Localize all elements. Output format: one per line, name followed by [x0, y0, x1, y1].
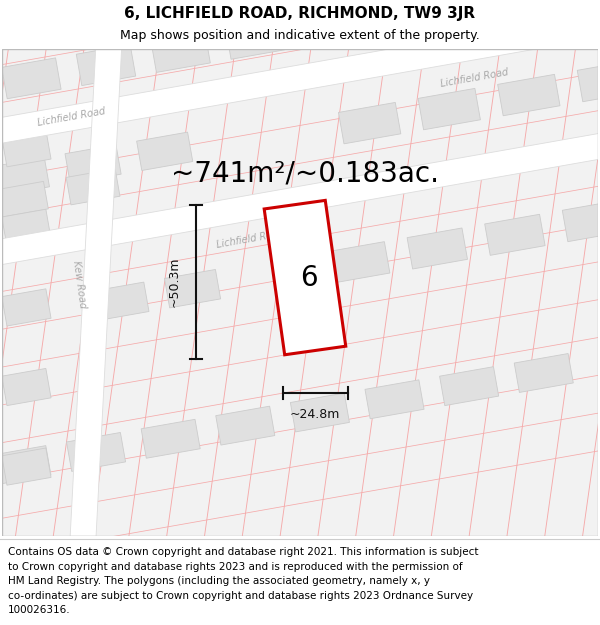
- Polygon shape: [440, 367, 499, 406]
- Polygon shape: [2, 448, 51, 485]
- Polygon shape: [0, 181, 49, 218]
- Polygon shape: [164, 269, 221, 308]
- Polygon shape: [329, 242, 390, 282]
- Polygon shape: [70, 49, 122, 536]
- Text: Contains OS data © Crown copyright and database right 2021. This information is : Contains OS data © Crown copyright and d…: [8, 547, 478, 557]
- Polygon shape: [67, 432, 125, 471]
- Polygon shape: [497, 74, 560, 116]
- Polygon shape: [2, 129, 51, 167]
- Polygon shape: [0, 158, 49, 196]
- Polygon shape: [264, 201, 346, 355]
- Polygon shape: [2, 289, 51, 326]
- Polygon shape: [524, 0, 583, 7]
- Polygon shape: [226, 18, 285, 59]
- Text: Kew Road: Kew Road: [71, 261, 88, 309]
- Text: to Crown copyright and database rights 2023 and is reproduced with the permissio: to Crown copyright and database rights 2…: [8, 561, 463, 571]
- Polygon shape: [290, 393, 349, 432]
- Text: Lichfield Road: Lichfield Road: [37, 106, 106, 128]
- Polygon shape: [0, 446, 51, 484]
- Polygon shape: [141, 419, 200, 458]
- Text: 6: 6: [300, 264, 318, 292]
- Polygon shape: [2, 58, 61, 99]
- Polygon shape: [2, 134, 598, 264]
- Text: Lichfield Road: Lichfield Road: [215, 228, 285, 250]
- Polygon shape: [93, 282, 149, 321]
- Text: Lichfield Road: Lichfield Road: [439, 67, 509, 89]
- Polygon shape: [216, 406, 275, 445]
- Polygon shape: [485, 214, 545, 256]
- Polygon shape: [65, 145, 121, 183]
- Text: 100026316.: 100026316.: [8, 606, 70, 616]
- Text: HM Land Registry. The polygons (including the associated geometry, namely x, y: HM Land Registry. The polygons (includin…: [8, 576, 430, 586]
- Polygon shape: [2, 209, 51, 246]
- Polygon shape: [2, 12, 598, 143]
- Polygon shape: [418, 88, 481, 130]
- Polygon shape: [300, 5, 359, 46]
- Text: ~741m²/~0.183ac.: ~741m²/~0.183ac.: [170, 159, 439, 187]
- Polygon shape: [514, 354, 573, 392]
- Polygon shape: [338, 102, 401, 144]
- Text: ~50.3m: ~50.3m: [167, 257, 180, 307]
- Polygon shape: [66, 169, 120, 205]
- Text: 6, LICHFIELD ROAD, RICHMOND, TW9 3JR: 6, LICHFIELD ROAD, RICHMOND, TW9 3JR: [124, 6, 476, 21]
- Polygon shape: [137, 132, 193, 171]
- Polygon shape: [577, 61, 600, 102]
- Text: Map shows position and indicative extent of the property.: Map shows position and indicative extent…: [120, 29, 480, 42]
- Polygon shape: [76, 45, 136, 86]
- Polygon shape: [2, 368, 51, 406]
- Polygon shape: [375, 0, 434, 33]
- Polygon shape: [449, 0, 509, 20]
- Polygon shape: [365, 380, 424, 419]
- Text: co-ordinates) are subject to Crown copyright and database rights 2023 Ordnance S: co-ordinates) are subject to Crown copyr…: [8, 591, 473, 601]
- Polygon shape: [562, 201, 600, 242]
- Polygon shape: [151, 32, 211, 72]
- Text: ~24.8m: ~24.8m: [290, 409, 340, 421]
- Polygon shape: [407, 228, 467, 269]
